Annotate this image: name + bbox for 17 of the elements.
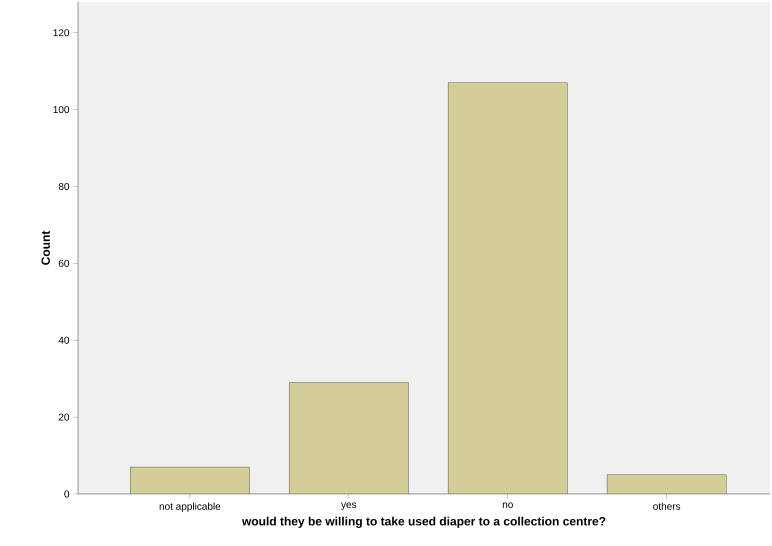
bar bbox=[606, 474, 726, 494]
x-axis-title: would they be willing to take used diaper to a collection centre? bbox=[242, 516, 606, 528]
y-tick-label: 20 bbox=[58, 414, 70, 421]
x-tick-label: others bbox=[653, 502, 680, 510]
y-tick-label: 80 bbox=[58, 182, 70, 190]
bar bbox=[130, 466, 250, 494]
y-tick-label: 40 bbox=[58, 336, 70, 344]
y-axis-title: Count bbox=[41, 230, 50, 265]
bar bbox=[289, 382, 409, 494]
y-tick-label: 120 bbox=[54, 29, 70, 36]
x-tick-label: yes bbox=[341, 502, 356, 510]
y-tick-label: 0 bbox=[64, 490, 70, 498]
y-tick-label: 100 bbox=[54, 106, 70, 114]
y-tick-label: 60 bbox=[58, 260, 70, 267]
x-tick-label: no bbox=[502, 502, 513, 508]
x-tick-label: not applicable bbox=[160, 502, 220, 512]
bar bbox=[448, 82, 568, 494]
